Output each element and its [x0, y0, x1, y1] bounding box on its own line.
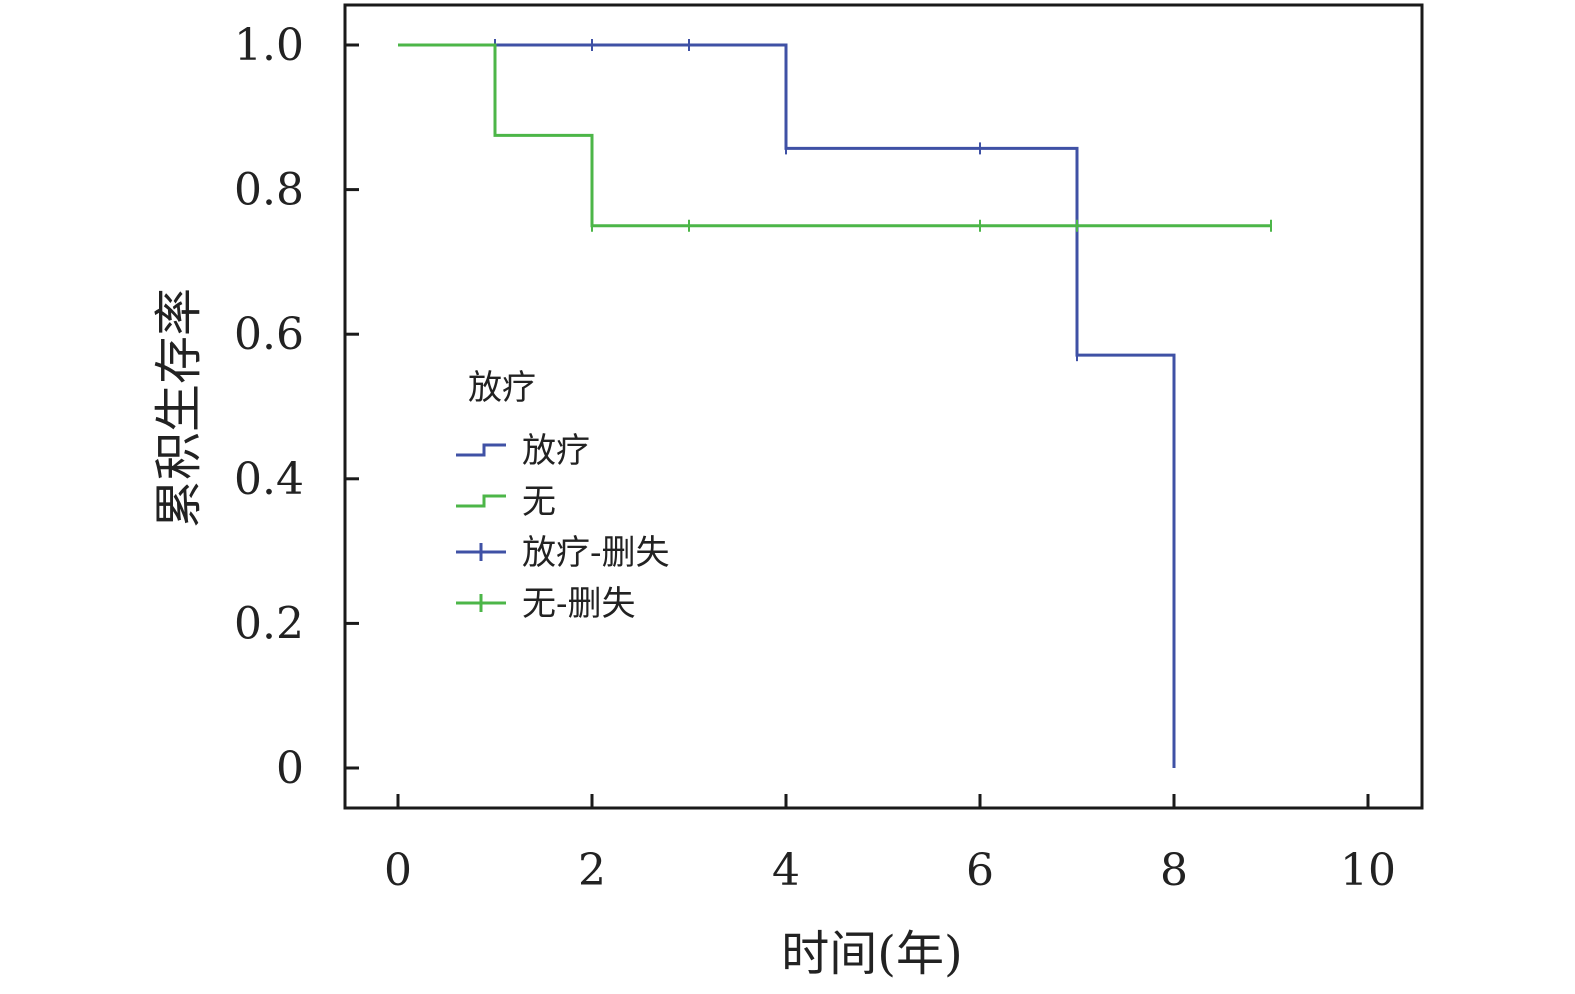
plot-frame-layer — [343, 3, 1424, 810]
legend-entry: 无 — [456, 482, 556, 522]
axis-layer: 0 2 4 6 8 10 0 0.2 0.4 0.6 0.8 1.0 — [234, 20, 1396, 896]
legend-step-swatch — [456, 443, 506, 457]
legend-label: 无-删失 — [522, 584, 636, 624]
legend-title: 放疗 — [468, 368, 536, 408]
y-tick-label: 1.0 — [234, 20, 304, 71]
legend-label: 无 — [522, 482, 556, 522]
x-tick-label: 10 — [1340, 845, 1396, 896]
y-tick-label: 0.8 — [234, 165, 304, 216]
legend-entry: 无-删失 — [456, 584, 636, 624]
y-tick-label: 0.6 — [234, 309, 304, 360]
legend-step-swatch — [456, 494, 506, 508]
x-tick-label: 4 — [772, 845, 800, 896]
x-tick-label: 6 — [966, 845, 994, 896]
x-tick-label: 0 — [384, 845, 412, 896]
plot-frame — [343, 3, 1424, 810]
x-tick-label: 2 — [578, 845, 606, 896]
legend-entry: 放疗-删失 — [456, 533, 670, 573]
legend-entry: 放疗 — [456, 431, 590, 471]
y-axis-title: 累积生存率 — [151, 288, 207, 528]
legend-label: 放疗-删失 — [522, 533, 670, 573]
series-layer — [398, 39, 1272, 768]
x-axis-title: 时间(年) — [781, 926, 962, 982]
legend-label: 放疗 — [522, 431, 590, 471]
y-tick-label: 0.2 — [234, 598, 304, 649]
series-line-2 — [398, 43, 1271, 228]
series-line-1 — [398, 43, 1176, 768]
y-tick-label: 0.4 — [234, 454, 304, 505]
y-tick-label: 0 — [276, 743, 304, 794]
x-tick-label: 8 — [1160, 845, 1188, 896]
